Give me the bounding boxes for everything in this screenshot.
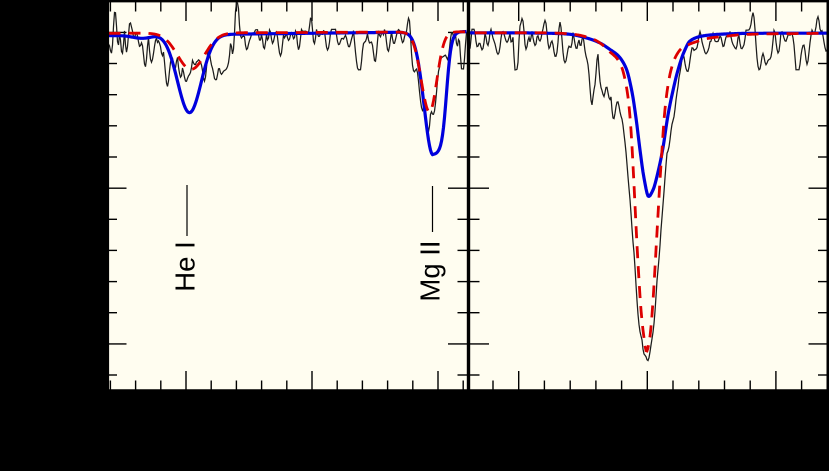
svg-text:Mg II: Mg II xyxy=(415,240,446,301)
svg-text:He I: He I xyxy=(170,241,201,291)
